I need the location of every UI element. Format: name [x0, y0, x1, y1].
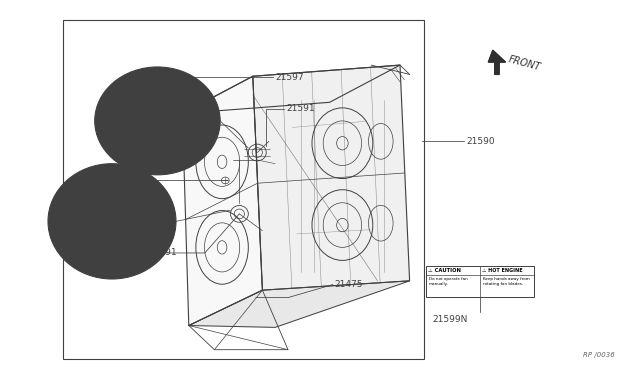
Text: Do not operate fan
manually.: Do not operate fan manually. — [429, 277, 468, 286]
Ellipse shape — [48, 164, 176, 279]
Text: FRONT: FRONT — [507, 55, 541, 73]
Text: 21510G: 21510G — [109, 174, 141, 183]
Text: 21475: 21475 — [335, 280, 364, 289]
Ellipse shape — [143, 109, 172, 133]
Polygon shape — [488, 50, 506, 74]
Ellipse shape — [98, 209, 126, 234]
Text: 21591: 21591 — [148, 248, 177, 257]
Text: 21597+A: 21597+A — [64, 248, 106, 257]
Polygon shape — [182, 76, 262, 326]
Polygon shape — [253, 65, 410, 290]
Polygon shape — [189, 281, 410, 327]
Text: 21599N: 21599N — [433, 315, 468, 324]
Ellipse shape — [95, 67, 220, 175]
Text: RP /0036: RP /0036 — [582, 352, 614, 358]
Bar — [426, 266, 534, 297]
Text: Keep hands away from
rotating fan blades.: Keep hands away from rotating fan blades… — [483, 277, 529, 286]
Text: ⚠ CAUTION: ⚠ CAUTION — [428, 268, 461, 273]
Polygon shape — [182, 65, 400, 113]
Text: 21590: 21590 — [466, 137, 495, 146]
Text: 21597: 21597 — [275, 73, 304, 81]
Text: ⚠ HOT ENGINE: ⚠ HOT ENGINE — [482, 268, 522, 273]
Text: 21591: 21591 — [286, 105, 315, 113]
Bar — [63, 20, 424, 359]
